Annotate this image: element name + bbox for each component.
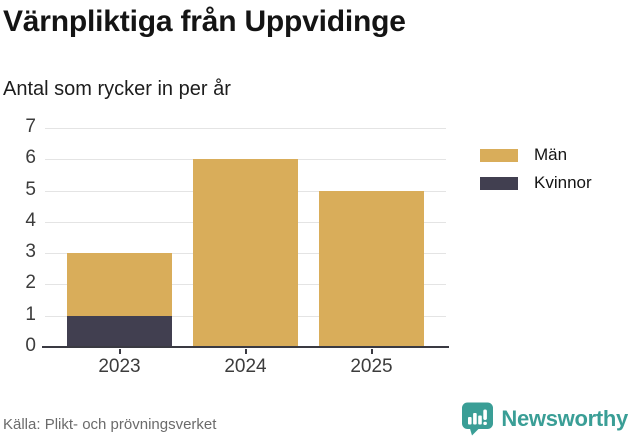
chart-title: Värnpliktiga från Uppvidinge [3,5,406,38]
x-axis-label: 2024 [224,356,267,377]
bar-segment-2023-män [67,253,172,316]
x-axis-line [42,346,449,348]
y-axis-tick-label: 6 [25,147,36,169]
newsworthy-wordmark: Newsworthy [501,406,628,431]
legend-label: Män [534,145,568,164]
source-note: Källa: Plikt- och prövningsverket [3,416,217,433]
legend: Män Kvinnor [480,141,592,197]
bar-segment-2025-män [319,190,424,347]
newsworthy-logo: Newsworthy [461,402,628,436]
x-axis-tick [244,349,247,354]
bar-chart-plot: 2023 2024 2025 [42,128,449,377]
legend-item-kvinnor: Kvinnor [480,169,592,197]
gridline [45,128,446,129]
y-axis-tick-label: 1 [25,303,36,325]
x-axis-label: 2023 [98,356,141,377]
y-axis-tick-label: 7 [25,116,36,138]
bar-segment-2023-kvinnor [67,315,172,347]
y-axis-tick-label: 2 [25,272,36,294]
y-axis-tick-label: 4 [25,209,36,231]
y-axis-tick-label: 5 [25,178,36,200]
legend-swatch [480,148,518,162]
legend-swatch [480,176,518,190]
y-axis: 0 1 2 3 4 5 6 7 [0,116,36,356]
newsworthy-chart-bubble-icon [461,402,494,436]
x-axis-label: 2025 [350,356,393,377]
x-axis-tick [370,349,373,354]
chart-subtitle: Antal som rycker in per år [3,78,231,100]
legend-label: Kvinnor [534,173,592,192]
y-axis-tick-label: 3 [25,241,36,263]
bar-segment-2024-män [193,159,298,347]
legend-item-män: Män [480,141,592,169]
y-axis-tick-label: 0 [25,335,36,357]
x-axis-tick [118,349,121,354]
